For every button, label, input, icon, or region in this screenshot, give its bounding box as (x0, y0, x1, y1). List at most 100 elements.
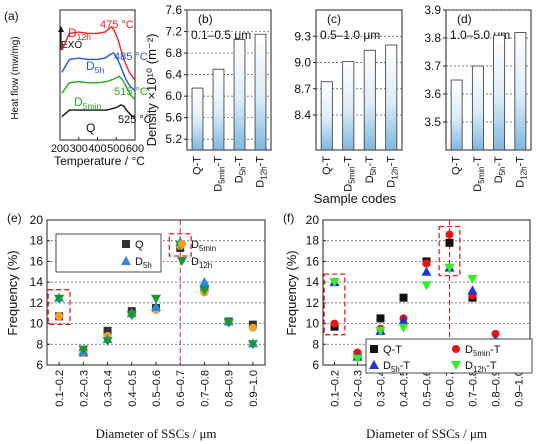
legend-label-f-D5min-T-suffix: -T (490, 344, 501, 356)
y-axis-label-a: Heat flow (mw/mg) (10, 36, 21, 119)
legend-marker-e-D12h (177, 257, 187, 266)
y-tick-label-d: 3.7 (424, 59, 441, 73)
series-label-a-D5min-main: D (74, 95, 83, 109)
dsc-curve-D5h (61, 52, 136, 92)
point-f-D5min-T (330, 319, 339, 328)
y-tick-label-e: 18 (30, 234, 44, 248)
point-f-D5min-T (422, 259, 431, 268)
legend-marker-e-D5h (121, 256, 131, 265)
point-f-D12h-T (421, 281, 432, 291)
category-label-f: 0.3–0.4 (376, 370, 388, 407)
point-e-D12h (102, 337, 113, 347)
legend-label-f-D12h-T-main: D (465, 360, 473, 372)
legend-label-f-D5min-T-sub: 5min (473, 349, 490, 358)
y-tick-label-d: 3.5 (424, 115, 441, 129)
bar-d-D5h-T (493, 34, 506, 151)
range-label-b: 0.1–0.5 μm (191, 28, 251, 42)
category-label-e: 0.3–0.4 (103, 370, 115, 407)
legend-label-e-D5min-sub: 5min (199, 244, 216, 253)
point-e-D12h (78, 345, 89, 355)
y-tick-label-f: 14 (306, 275, 320, 289)
bar-d-D12h-T (514, 32, 527, 151)
point-e-D12h (126, 311, 137, 321)
legend-label-f-D5h-T-sub: 5h (391, 365, 400, 374)
y-tick-label-f: 12 (306, 296, 320, 310)
point-f-Q-T (376, 314, 385, 323)
y-tick-label-b: 5.2 (165, 132, 182, 146)
panel-label-e: (e) (7, 211, 22, 225)
peak-label-a-D5min: 515 °C (114, 86, 148, 98)
point-e-D12h (247, 340, 258, 350)
legend-label-e-D5h: D5h (135, 256, 152, 270)
exo-annotation: EXO (61, 40, 82, 51)
series-label-a-Q: Q (86, 121, 95, 135)
category-label-e: 0.6–0.7 (175, 370, 187, 407)
category-label-d: D5min-T (472, 156, 486, 192)
category-label-e: 0.9–1.0 (248, 370, 260, 407)
legend-label-e-D5min: D5min (191, 239, 216, 253)
y-axis-label-b: Density ×10¹⁰ (m⁻²) (144, 34, 159, 147)
bar-c-D5min-T (342, 61, 355, 151)
legend-label-e-Q: Q (135, 239, 144, 251)
category-label-b: D5min-T (213, 156, 227, 192)
highlight-box-f (323, 273, 346, 336)
bar-b-D5h-T (233, 39, 246, 151)
category-label-e: 0.8–0.9 (224, 370, 236, 407)
panel-label-c: (c) (327, 12, 341, 26)
category-label-f: 0.7–0.8 (468, 370, 480, 407)
point-f-Q-T (445, 238, 454, 247)
panel-label-d: (d) (457, 12, 472, 26)
legend-label-e-D5min-main: D (191, 239, 199, 251)
point-e-D5h (199, 277, 210, 287)
legend-label-f-Q-T: Q-T (383, 344, 402, 356)
legend-label-f-D12h-T: D12h-T (465, 360, 497, 374)
point-f-D12h-T (467, 275, 478, 285)
y-tick-label-d: 3.6 (424, 87, 441, 101)
bar-b-D12h-T (254, 33, 267, 151)
y-tick-label-f: 16 (306, 254, 320, 268)
plot-frame-d (445, 9, 532, 151)
point-f-D5h-T (467, 285, 478, 295)
bar-b-D5min-T (212, 68, 225, 151)
category-label-f: 0.6–0.7 (445, 370, 457, 407)
dsc-curve-Q (61, 104, 136, 119)
legend-label-f-D5min-T-main: D (465, 344, 473, 356)
x-axis-label-f: Diameter of SSCs / μm (366, 426, 487, 441)
legend-marker-f-D5min-T (452, 345, 460, 353)
legend-label-f-D12h-T-suffix: -T (486, 360, 497, 372)
y-tick-label-d: 3.8 (424, 31, 441, 45)
y-tick-label-e: 10 (30, 317, 44, 331)
point-f-D12h-T (329, 278, 340, 288)
legend-box-e (55, 233, 162, 273)
legend-label-e-D12h-main: D (191, 256, 199, 268)
category-label-d: D5h-T (493, 156, 507, 184)
y-tick-label-f: 8 (312, 337, 319, 351)
y-tick-label-e: 16 (30, 254, 44, 268)
range-label-c: 0.5–1.0 μm (320, 28, 380, 42)
legend-marker-f-D5h-T (369, 360, 379, 369)
panel-label-b: (b) (198, 12, 213, 26)
category-label-b: Q-T (192, 156, 204, 175)
series-label-a-D12h-main: D (68, 26, 77, 40)
series-label-a-D5min: D5min (74, 95, 102, 111)
legend-marker-e-D5min (178, 240, 186, 248)
point-e-Q (103, 326, 112, 335)
series-label-a-D5h-main: D (86, 59, 95, 73)
category-label-c: D12h-T (385, 156, 399, 188)
category-label-e: 0.2–0.3 (78, 370, 90, 407)
legend-label-e-D5h-main: D (135, 256, 143, 268)
y-tick-label-f: 10 (306, 317, 320, 331)
point-f-D12h-T (352, 354, 363, 364)
highlight-box-f (438, 225, 461, 277)
category-label-f: 0.1–0.2 (330, 370, 342, 407)
dsc-curve-D12h (61, 25, 136, 81)
y-tick-label-b: 7.2 (165, 25, 182, 39)
highlight-box-e (47, 289, 71, 325)
point-e-D12h (54, 294, 65, 304)
category-label-f: 0.5–0.6 (422, 370, 434, 407)
category-label-b: D12h-T (255, 156, 269, 188)
peak-label-a-Q: 525 °C (118, 114, 152, 126)
legend-label-f-D5min-T: D5min-T (465, 344, 501, 358)
category-label-f: 0.4–0.5 (399, 370, 411, 407)
